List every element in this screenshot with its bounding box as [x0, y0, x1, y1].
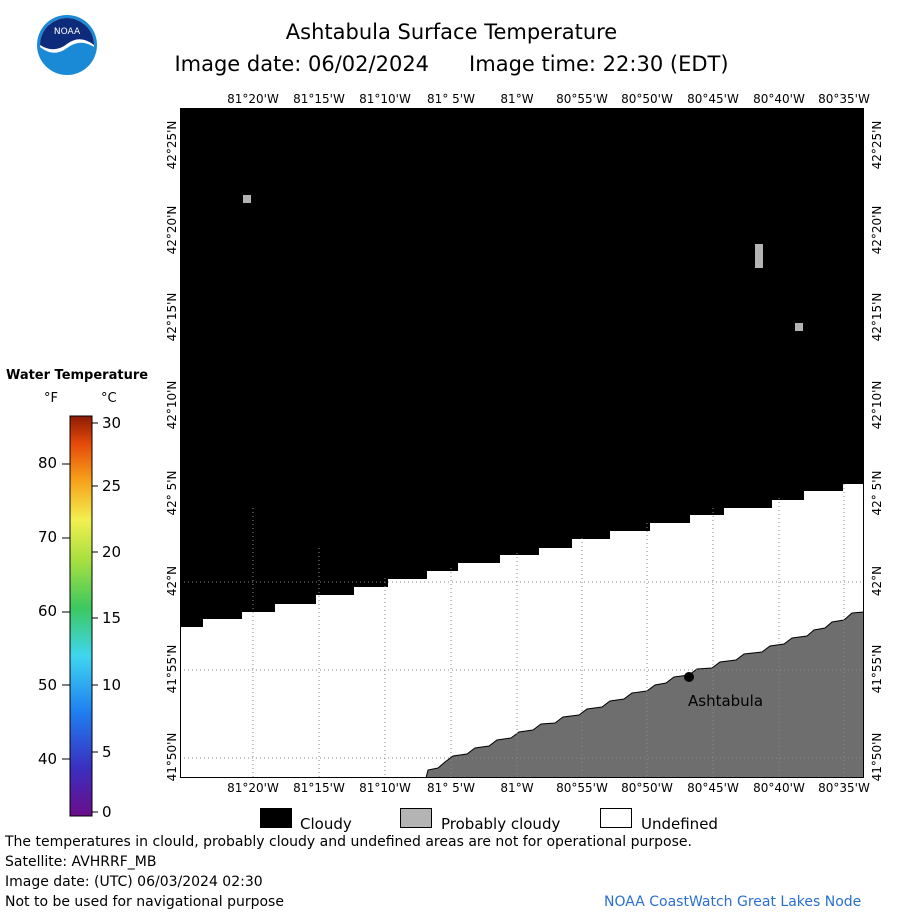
lon-label-bottom: 80°55'W [556, 781, 608, 795]
lat-label-right: 41°55'N [870, 644, 884, 694]
celsius-tick: 10 [102, 676, 122, 694]
lat-label-right: 42°20'N [870, 205, 884, 255]
celsius-tick: 15 [102, 609, 122, 627]
lat-label-left: 41°50'N [165, 732, 179, 782]
page-title: Ashtabula Surface Temperature [285, 20, 618, 44]
fahrenheit-tick: 70 [38, 528, 58, 546]
undefined-swatch [600, 808, 632, 828]
color-scale-bar [62, 415, 98, 817]
lat-label-left: 41°55'N [165, 644, 179, 694]
logo-text: NOAA [54, 27, 81, 37]
temperature-map: Ashtabula [180, 108, 864, 778]
cloudy-swatch [260, 808, 292, 828]
unit-celsius: °C [101, 391, 117, 406]
lat-label-left: 42°25'N [165, 120, 179, 170]
celsius-tick: 20 [102, 543, 122, 561]
image-date-time: Image date: 06/02/2024 Image time: 22:30 … [0, 52, 903, 76]
lon-label-bottom: 80°40'W [753, 781, 805, 795]
land-area [425, 611, 864, 778]
probably-cloudy-speck [755, 244, 763, 268]
fahrenheit-tick: 50 [38, 676, 58, 694]
lat-label-left: 42° 5'N [165, 470, 179, 516]
lon-label-top: 80°40'W [753, 92, 805, 106]
fahrenheit-tick: 40 [38, 750, 58, 768]
footer-navigation-warning: Not to be used for navigational purpose [5, 894, 284, 910]
cloudy-label: Cloudy [300, 815, 352, 833]
lat-label-right: 42°15'N [870, 292, 884, 342]
graticule [180, 484, 864, 778]
lon-label-bottom: 81°W [500, 781, 534, 795]
lat-label-right: 42°10'N [870, 380, 884, 430]
noaa-logo: NOAA [36, 14, 98, 76]
probably-cloudy-speck [243, 195, 251, 203]
lon-label-top: 81°10'W [359, 92, 411, 106]
fahrenheit-tick: 80 [38, 454, 58, 472]
probably-cloudy-swatch [400, 808, 432, 828]
celsius-tick: 25 [102, 477, 122, 495]
ashtabula-label: Ashtabula [688, 692, 763, 710]
lon-label-top: 81°W [500, 92, 534, 106]
lon-label-top: 80°45'W [687, 92, 739, 106]
fahrenheit-tick: 60 [38, 602, 58, 620]
unit-fahrenheit: °F [44, 391, 58, 406]
lat-label-right: 42° 5'N [870, 470, 884, 516]
lon-label-top: 81° 5'W [427, 92, 475, 106]
lat-label-right: 41°50'N [870, 732, 884, 782]
footer-credit: NOAA CoastWatch Great Lakes Node [604, 894, 862, 910]
lon-label-top: 80°55'W [556, 92, 608, 106]
probably-cloudy-speck [795, 323, 803, 331]
lat-label-right: 42°25'N [870, 120, 884, 170]
lon-label-bottom: 80°50'W [621, 781, 673, 795]
lat-label-right: 42°N [870, 565, 884, 597]
lon-label-top: 80°50'W [621, 92, 673, 106]
footer-disclaimer: The temperatures in clould, probably clo… [5, 834, 692, 850]
lat-label-left: 42°15'N [165, 292, 179, 342]
lon-label-top: 80°35'W [818, 92, 870, 106]
lon-label-bottom: 80°45'W [687, 781, 739, 795]
noaa-logo-icon: NOAA [37, 15, 97, 75]
cloud-area [180, 108, 864, 627]
image-time-label: Image time: 22:30 (EDT) [469, 52, 729, 76]
ashtabula-marker [684, 672, 694, 682]
lat-label-left: 42°10'N [165, 380, 179, 430]
lon-label-bottom: 80°35'W [818, 781, 870, 795]
footer-satellite: Satellite: AVHRRF_MB [5, 854, 157, 870]
undefined-label: Undefined [641, 815, 718, 833]
celsius-tick: 5 [102, 743, 112, 761]
lon-label-top: 81°20'W [227, 92, 279, 106]
lon-label-top: 81°15'W [293, 92, 345, 106]
footer-utc-date: Image date: (UTC) 06/03/2024 02:30 [5, 874, 263, 890]
lon-label-bottom: 81°15'W [293, 781, 345, 795]
celsius-tick: 30 [102, 414, 122, 432]
lon-label-bottom: 81° 5'W [427, 781, 475, 795]
legend-title: Water Temperature [5, 368, 149, 383]
probably-cloudy-label: Probably cloudy [441, 815, 561, 833]
lat-label-left: 42°20'N [165, 205, 179, 255]
map-frame [180, 108, 864, 778]
image-date-label: Image date: 06/02/2024 [174, 52, 430, 76]
lon-label-bottom: 81°10'W [359, 781, 411, 795]
lon-label-bottom: 81°20'W [227, 781, 279, 795]
celsius-tick: 0 [102, 803, 112, 821]
lat-label-left: 42°N [165, 565, 179, 597]
